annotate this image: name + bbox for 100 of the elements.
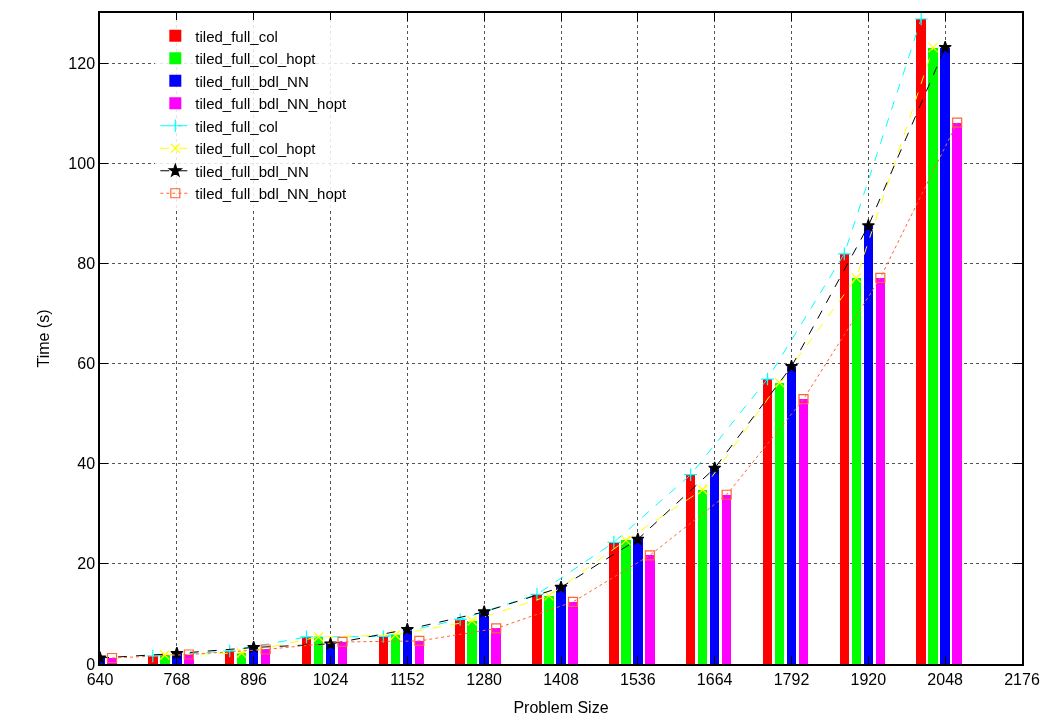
bar: [621, 540, 631, 664]
point: [798, 393, 809, 405]
x-tick-label: 768: [163, 670, 191, 688]
x-tick-label: 1024: [312, 670, 349, 688]
bar: [698, 490, 707, 664]
y-axis-title: Time (s): [34, 309, 52, 368]
point: [247, 640, 261, 654]
point: [760, 372, 775, 386]
x-tick-label: 2176: [1004, 670, 1040, 688]
point: [697, 484, 708, 495]
bar: [876, 278, 885, 664]
point: [159, 649, 170, 661]
legend-label: tiled_full_col_hopt: [195, 50, 317, 68]
bar: [491, 628, 501, 664]
bar: [467, 621, 477, 664]
point: [851, 272, 862, 284]
point: [620, 535, 631, 546]
point: [530, 587, 544, 602]
point: [774, 377, 785, 388]
point: [861, 218, 875, 232]
bar: [532, 594, 542, 664]
point: [222, 644, 237, 658]
point: [721, 489, 732, 500]
y-tick-label: 0: [86, 655, 96, 673]
bar: [775, 383, 784, 664]
x-tick-label: 1408: [543, 670, 579, 688]
point: [477, 605, 491, 618]
y-tick-label: 120: [68, 54, 96, 72]
bar: [722, 495, 731, 664]
legend-label: tiled_full_bdl_NN: [195, 72, 309, 90]
bar: [633, 539, 643, 664]
legend-label: tiled_full_col: [195, 27, 278, 45]
point: [106, 652, 118, 664]
bar: [763, 379, 772, 664]
legend-label: tiled_full_bdl_NN_hopt: [195, 185, 348, 203]
point: [708, 461, 722, 474]
point: [337, 636, 348, 648]
point: [313, 631, 324, 643]
point: [875, 272, 886, 284]
legend-label: tiled_full_bdl_NN_hopt: [195, 95, 348, 113]
point: [145, 649, 160, 663]
point: [644, 550, 655, 561]
point: [784, 359, 799, 373]
bar: [391, 635, 400, 664]
bar: [415, 641, 424, 664]
point: [414, 635, 425, 647]
y-tick-label: 80: [77, 254, 96, 272]
point: [567, 596, 579, 607]
point: [453, 612, 468, 627]
point: [631, 532, 645, 546]
bar: [479, 612, 489, 664]
bar: [544, 596, 554, 664]
point: [491, 623, 502, 634]
point: [299, 630, 314, 644]
point: [390, 629, 401, 641]
bar: [710, 468, 719, 664]
bar: [556, 587, 566, 664]
bar: [787, 367, 796, 664]
bar: [916, 19, 926, 664]
point: [554, 580, 568, 594]
x-tick-label: 1536: [620, 670, 656, 688]
x-tick-label: 2048: [927, 670, 964, 688]
bar: [455, 619, 465, 664]
legend-label: tiled_full_col: [195, 117, 278, 135]
x-tick-label: 1152: [390, 670, 425, 688]
bar: [609, 542, 619, 664]
point: [260, 644, 271, 655]
bar: [852, 278, 861, 664]
x-tick-label: 1920: [850, 670, 887, 688]
bar: [686, 475, 695, 664]
y-tick-label: 40: [77, 455, 96, 473]
y-tick-label: 20: [77, 555, 96, 573]
point: [606, 535, 621, 550]
point: [952, 117, 963, 128]
point: [938, 40, 952, 54]
x-tick-label: 1280: [466, 670, 503, 688]
point: [543, 590, 555, 601]
bar: [379, 636, 388, 664]
y-tick-label: 60: [77, 355, 96, 373]
y-tick-label: 100: [68, 154, 96, 172]
x-tick-label: 896: [240, 670, 268, 688]
x-tick-label: 1792: [773, 670, 810, 688]
point: [183, 649, 194, 660]
bar: [840, 254, 849, 664]
legend-label: tiled_full_col_hopt: [195, 140, 317, 158]
bar: [645, 555, 655, 664]
point: [683, 467, 698, 482]
legend-label: tiled_full_bdl_NN: [195, 162, 309, 180]
bar: [940, 48, 950, 664]
bar: [799, 399, 808, 664]
point: [323, 637, 338, 650]
bar: [568, 602, 578, 664]
point: [467, 615, 478, 627]
bar: [864, 226, 873, 664]
x-tick-label: 1664: [696, 670, 733, 688]
point: [400, 622, 414, 636]
x-tick-label: 640: [86, 670, 114, 688]
point: [236, 647, 247, 659]
bar: [952, 123, 962, 664]
x-axis-title: Problem Size: [513, 699, 609, 717]
